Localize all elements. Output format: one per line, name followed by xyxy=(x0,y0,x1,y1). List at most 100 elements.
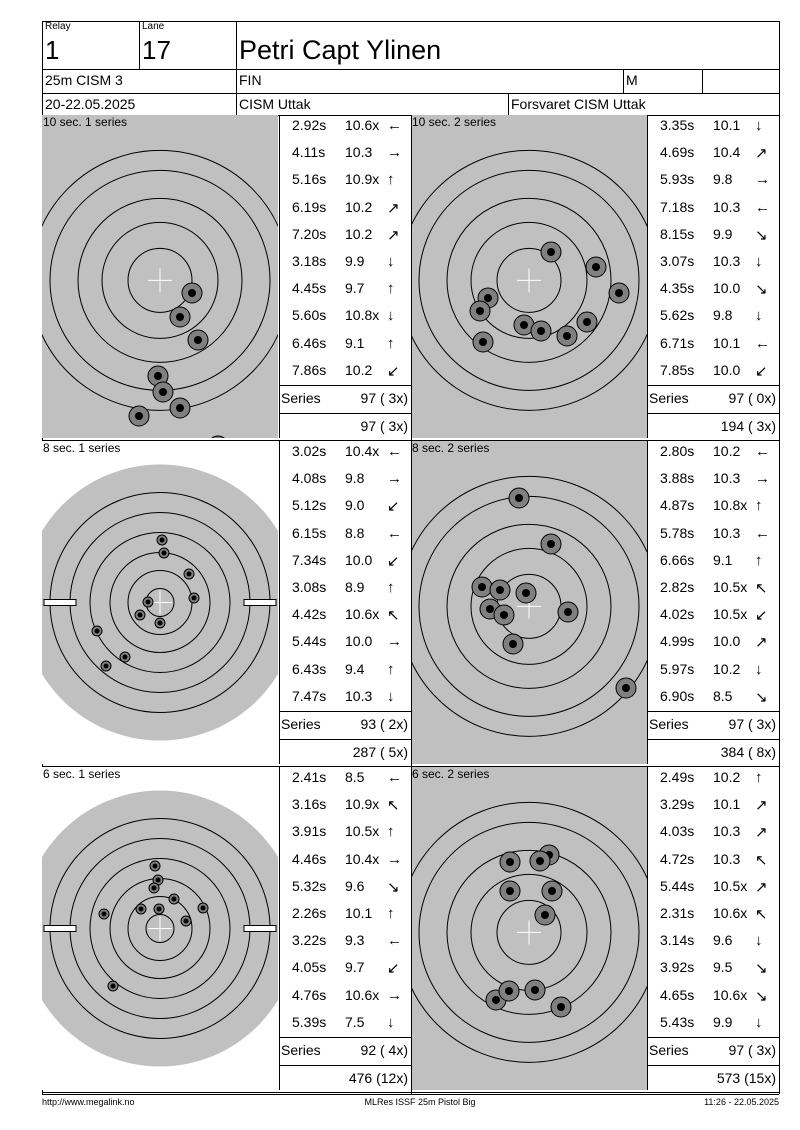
shot-score: 10.5x xyxy=(713,606,748,623)
shot-time: 4.03s xyxy=(660,823,695,840)
direction-arrow-icon: ↘ xyxy=(387,878,400,896)
shot-time: 4.35s xyxy=(660,280,695,297)
direction-arrow-icon: → xyxy=(387,633,402,651)
shot-score: 8.9 xyxy=(345,579,365,595)
shot-time: 7.20s xyxy=(292,225,327,242)
direction-arrow-icon: ↑ xyxy=(387,171,395,189)
direction-arrow-icon: ↘ xyxy=(755,226,768,244)
shot-center xyxy=(531,986,539,994)
shot-time: 3.16s xyxy=(292,796,327,813)
direction-arrow-icon: ↗ xyxy=(755,145,768,163)
shot-time: 5.39s xyxy=(292,1013,327,1030)
shot-time: 6.71s xyxy=(660,334,695,351)
direction-arrow-icon: ↓ xyxy=(755,253,763,270)
series-label: Series xyxy=(281,390,321,406)
target-face xyxy=(411,767,647,1090)
shot-score: 10.2 xyxy=(713,443,741,459)
shot-score: 9.8 xyxy=(345,470,365,487)
direction-arrow-icon: ↓ xyxy=(387,307,395,325)
target-side-bar xyxy=(43,925,77,932)
shot-center xyxy=(505,987,513,995)
shot-center xyxy=(479,338,487,346)
event-name: 25m CISM 3 xyxy=(45,72,123,88)
shot-center xyxy=(522,589,530,597)
shot-center xyxy=(138,906,144,912)
shot-center xyxy=(154,372,162,380)
shot-score: 10.2 xyxy=(345,225,373,242)
series-total: 97 ( 3x) xyxy=(360,390,408,406)
target-ring xyxy=(42,149,278,411)
direction-arrow-icon: ↙ xyxy=(387,498,400,516)
shot-center xyxy=(176,404,184,412)
shot-time: 5.93s xyxy=(660,171,695,188)
shot-score: 10.5x xyxy=(713,579,748,595)
shot-time: 3.14s xyxy=(660,932,695,949)
running-total: 476 (12x) xyxy=(348,1070,408,1086)
shot-time: 4.02s xyxy=(660,606,695,623)
shot-time: 4.11s xyxy=(292,144,326,161)
shot-score: 9.9 xyxy=(713,1013,733,1030)
shot-score: 9.7 xyxy=(345,280,365,297)
shot-center xyxy=(486,605,494,613)
target-ring xyxy=(496,899,562,965)
shot-time: 6.46s xyxy=(292,334,327,351)
target-ring xyxy=(411,801,647,1063)
direction-arrow-icon: ↘ xyxy=(755,281,768,299)
footer-url[interactable]: http://www.megalink.no xyxy=(42,1097,135,1107)
series-title: 10 sec. 2 series xyxy=(412,115,497,129)
shot-time: 5.12s xyxy=(292,497,327,514)
shot-score: 9.3 xyxy=(345,932,365,949)
target-ring xyxy=(418,821,640,1043)
direction-arrow-icon: ← xyxy=(755,443,770,460)
shot-score: 10.1 xyxy=(713,334,741,351)
direction-arrow-icon: ↓ xyxy=(755,660,763,678)
shot-score: 10.4x xyxy=(345,850,380,867)
shot-time: 2.82s xyxy=(660,579,695,595)
shot-time: 4.65s xyxy=(660,986,695,1003)
shot-center xyxy=(155,877,161,883)
target-panel xyxy=(42,441,278,764)
target-side-bar xyxy=(243,925,277,932)
shot-score: 10.3 xyxy=(345,144,373,161)
target-panel xyxy=(411,767,647,1090)
shot-center xyxy=(200,905,206,911)
shot-time: 2.41s xyxy=(292,769,327,785)
shot-center xyxy=(191,595,197,601)
shooter-name: Petri Capt Ylinen xyxy=(239,35,442,65)
target-ring xyxy=(470,547,588,665)
shot-score: 10.9x xyxy=(345,171,380,188)
direction-arrow-icon: ↓ xyxy=(755,1013,763,1031)
shot-score: 9.1 xyxy=(713,551,733,568)
target-side-bar xyxy=(43,599,77,606)
shot-score: 10.6x xyxy=(345,117,380,133)
shot-center xyxy=(152,863,158,869)
footer-program: MLRes ISSF 25m Pistol Big xyxy=(364,1097,476,1107)
shot-center xyxy=(547,540,555,548)
shot-score: 10.2 xyxy=(345,361,373,378)
direction-arrow-icon: ↓ xyxy=(387,687,395,705)
shot-time: 6.90s xyxy=(660,687,695,704)
target-panel xyxy=(411,115,647,438)
direction-arrow-icon: ← xyxy=(755,524,770,542)
series-total: 97 ( 3x) xyxy=(728,716,776,732)
direction-arrow-icon: ↗ xyxy=(387,226,400,244)
running-total: 97 ( 3x) xyxy=(360,418,408,434)
shot-time: 4.08s xyxy=(292,470,327,487)
direction-arrow-icon: ↖ xyxy=(387,797,400,815)
series-total: 97 ( 0x) xyxy=(728,390,776,406)
shot-score: 9.7 xyxy=(345,959,365,976)
shot-score: 10.8x xyxy=(345,307,380,324)
target-face xyxy=(411,115,647,438)
shot-center xyxy=(194,336,202,344)
shot-center xyxy=(592,263,600,271)
direction-arrow-icon: ← xyxy=(387,117,402,134)
direction-arrow-icon: ↑ xyxy=(755,497,763,515)
shot-time: 5.16s xyxy=(292,171,327,188)
shot-score: 10.0 xyxy=(713,280,741,297)
direction-arrow-icon: ↙ xyxy=(387,960,400,978)
direction-arrow-icon: ↓ xyxy=(755,932,763,950)
shot-center xyxy=(496,586,504,594)
target-panel xyxy=(42,767,278,1090)
shot-center xyxy=(515,494,523,502)
shot-score: 10.3 xyxy=(713,823,741,840)
